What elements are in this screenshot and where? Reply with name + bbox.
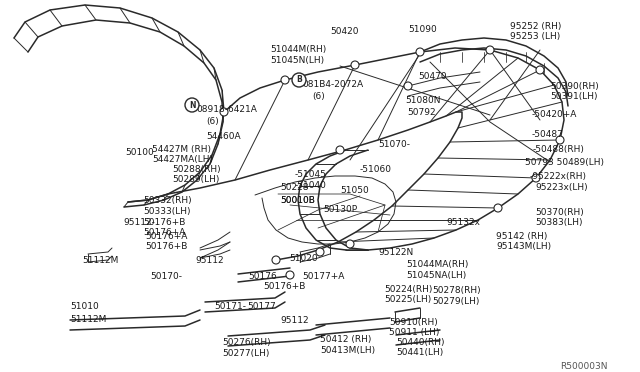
Text: 50391(LH): 50391(LH) <box>550 92 598 101</box>
Text: 51112M: 51112M <box>70 315 106 324</box>
Text: 50441(LH): 50441(LH) <box>396 348 444 357</box>
Text: 51090: 51090 <box>408 25 436 34</box>
Text: 50278(RH): 50278(RH) <box>432 286 481 295</box>
Text: 50792: 50792 <box>407 108 436 117</box>
Circle shape <box>536 66 544 74</box>
Text: 51050: 51050 <box>340 186 369 195</box>
Text: -50488(RH): -50488(RH) <box>533 145 585 154</box>
Text: -50487: -50487 <box>532 130 564 139</box>
Circle shape <box>532 174 540 182</box>
Text: 51044M(RH): 51044M(RH) <box>270 45 326 54</box>
Text: 50171-: 50171- <box>214 302 246 311</box>
Text: 50383(LH): 50383(LH) <box>535 218 582 227</box>
Text: 50289(LH): 50289(LH) <box>172 175 220 184</box>
Text: 51045NA(LH): 51045NA(LH) <box>406 271 467 280</box>
Text: B: B <box>296 76 302 84</box>
Text: 51020: 51020 <box>289 254 317 263</box>
Text: 95142 (RH): 95142 (RH) <box>496 232 547 241</box>
Circle shape <box>286 271 294 279</box>
Text: 50010B: 50010B <box>280 196 315 205</box>
Text: 51080N: 51080N <box>405 96 440 105</box>
Circle shape <box>272 256 280 264</box>
Text: 54427M (RH): 54427M (RH) <box>152 145 211 154</box>
Text: 50390(RH): 50390(RH) <box>550 82 599 91</box>
Text: 50225(LH): 50225(LH) <box>384 295 431 304</box>
Text: 50224(RH): 50224(RH) <box>384 285 433 294</box>
Text: 95252 (RH): 95252 (RH) <box>510 22 561 31</box>
Text: 50420: 50420 <box>330 27 358 36</box>
Circle shape <box>416 48 424 56</box>
Text: 50793 50489(LH): 50793 50489(LH) <box>525 158 604 167</box>
Text: 51070-: 51070- <box>378 140 410 149</box>
Text: 50279(LH): 50279(LH) <box>432 297 479 306</box>
Text: 50176: 50176 <box>248 272 276 281</box>
Circle shape <box>292 73 306 87</box>
Text: 50176+A: 50176+A <box>143 228 186 237</box>
Text: -51060: -51060 <box>360 165 392 174</box>
Text: 50911 (LH): 50911 (LH) <box>389 328 440 337</box>
Text: 50100: 50100 <box>125 148 154 157</box>
Text: -51040: -51040 <box>295 181 327 190</box>
Text: 95112: 95112 <box>195 256 223 265</box>
Circle shape <box>404 82 412 90</box>
Text: 51044MA(RH): 51044MA(RH) <box>406 260 468 269</box>
Text: 50413M(LH): 50413M(LH) <box>320 346 375 355</box>
Text: 50277(LH): 50277(LH) <box>222 349 269 358</box>
Text: 50176+A: 50176+A <box>145 232 188 241</box>
Text: 95223x(LH): 95223x(LH) <box>535 183 588 192</box>
Text: 50010B: 50010B <box>280 196 315 205</box>
Text: -51045: -51045 <box>295 170 327 179</box>
Text: 51112M: 51112M <box>82 256 118 265</box>
Text: 50440(RH): 50440(RH) <box>396 338 445 347</box>
Circle shape <box>336 146 344 154</box>
Circle shape <box>351 61 359 69</box>
Text: 95112-: 95112- <box>123 218 155 227</box>
Text: 50276(RH): 50276(RH) <box>222 338 271 347</box>
Text: 50333(LH): 50333(LH) <box>143 207 191 216</box>
Text: R500003N: R500003N <box>560 362 607 371</box>
Text: 081B4-2072A: 081B4-2072A <box>302 80 363 89</box>
Text: 50176+B: 50176+B <box>263 282 305 291</box>
Text: 50288(RH): 50288(RH) <box>172 165 221 174</box>
Circle shape <box>281 76 289 84</box>
Circle shape <box>486 46 494 54</box>
Text: 51010: 51010 <box>70 302 99 311</box>
Text: 95132x: 95132x <box>446 218 480 227</box>
Text: 50910(RH): 50910(RH) <box>389 318 438 327</box>
Text: 95112: 95112 <box>280 316 308 325</box>
Text: 95122N: 95122N <box>378 248 413 257</box>
Text: 50332(RH): 50332(RH) <box>143 196 191 205</box>
Text: 50130P: 50130P <box>323 205 357 214</box>
Circle shape <box>494 204 502 212</box>
Text: -95222x(RH): -95222x(RH) <box>530 172 587 181</box>
Circle shape <box>220 108 228 116</box>
Text: 50177: 50177 <box>247 302 276 311</box>
Text: 54460A: 54460A <box>206 132 241 141</box>
Text: 50170-: 50170- <box>150 272 182 281</box>
Text: 95253 (LH): 95253 (LH) <box>510 32 560 41</box>
Text: (6): (6) <box>312 92 324 101</box>
Text: 50412 (RH): 50412 (RH) <box>320 335 371 344</box>
Text: 50177+A: 50177+A <box>302 272 344 281</box>
Text: 95143M(LH): 95143M(LH) <box>496 242 551 251</box>
Circle shape <box>316 248 324 256</box>
Text: 50176+B: 50176+B <box>145 242 188 251</box>
Text: 51045N(LH): 51045N(LH) <box>270 56 324 65</box>
Text: 50228: 50228 <box>280 183 308 192</box>
Text: -50420+A: -50420+A <box>532 110 577 119</box>
Text: 50470: 50470 <box>418 72 447 81</box>
Text: 50176+B: 50176+B <box>143 218 186 227</box>
Text: 08918-6421A: 08918-6421A <box>196 105 257 114</box>
Text: 54427MA(LH): 54427MA(LH) <box>152 155 213 164</box>
Text: N: N <box>189 100 195 109</box>
Text: (6): (6) <box>206 117 219 126</box>
Circle shape <box>346 240 354 248</box>
Circle shape <box>185 98 199 112</box>
Circle shape <box>556 136 564 144</box>
Text: 50370(RH): 50370(RH) <box>535 208 584 217</box>
